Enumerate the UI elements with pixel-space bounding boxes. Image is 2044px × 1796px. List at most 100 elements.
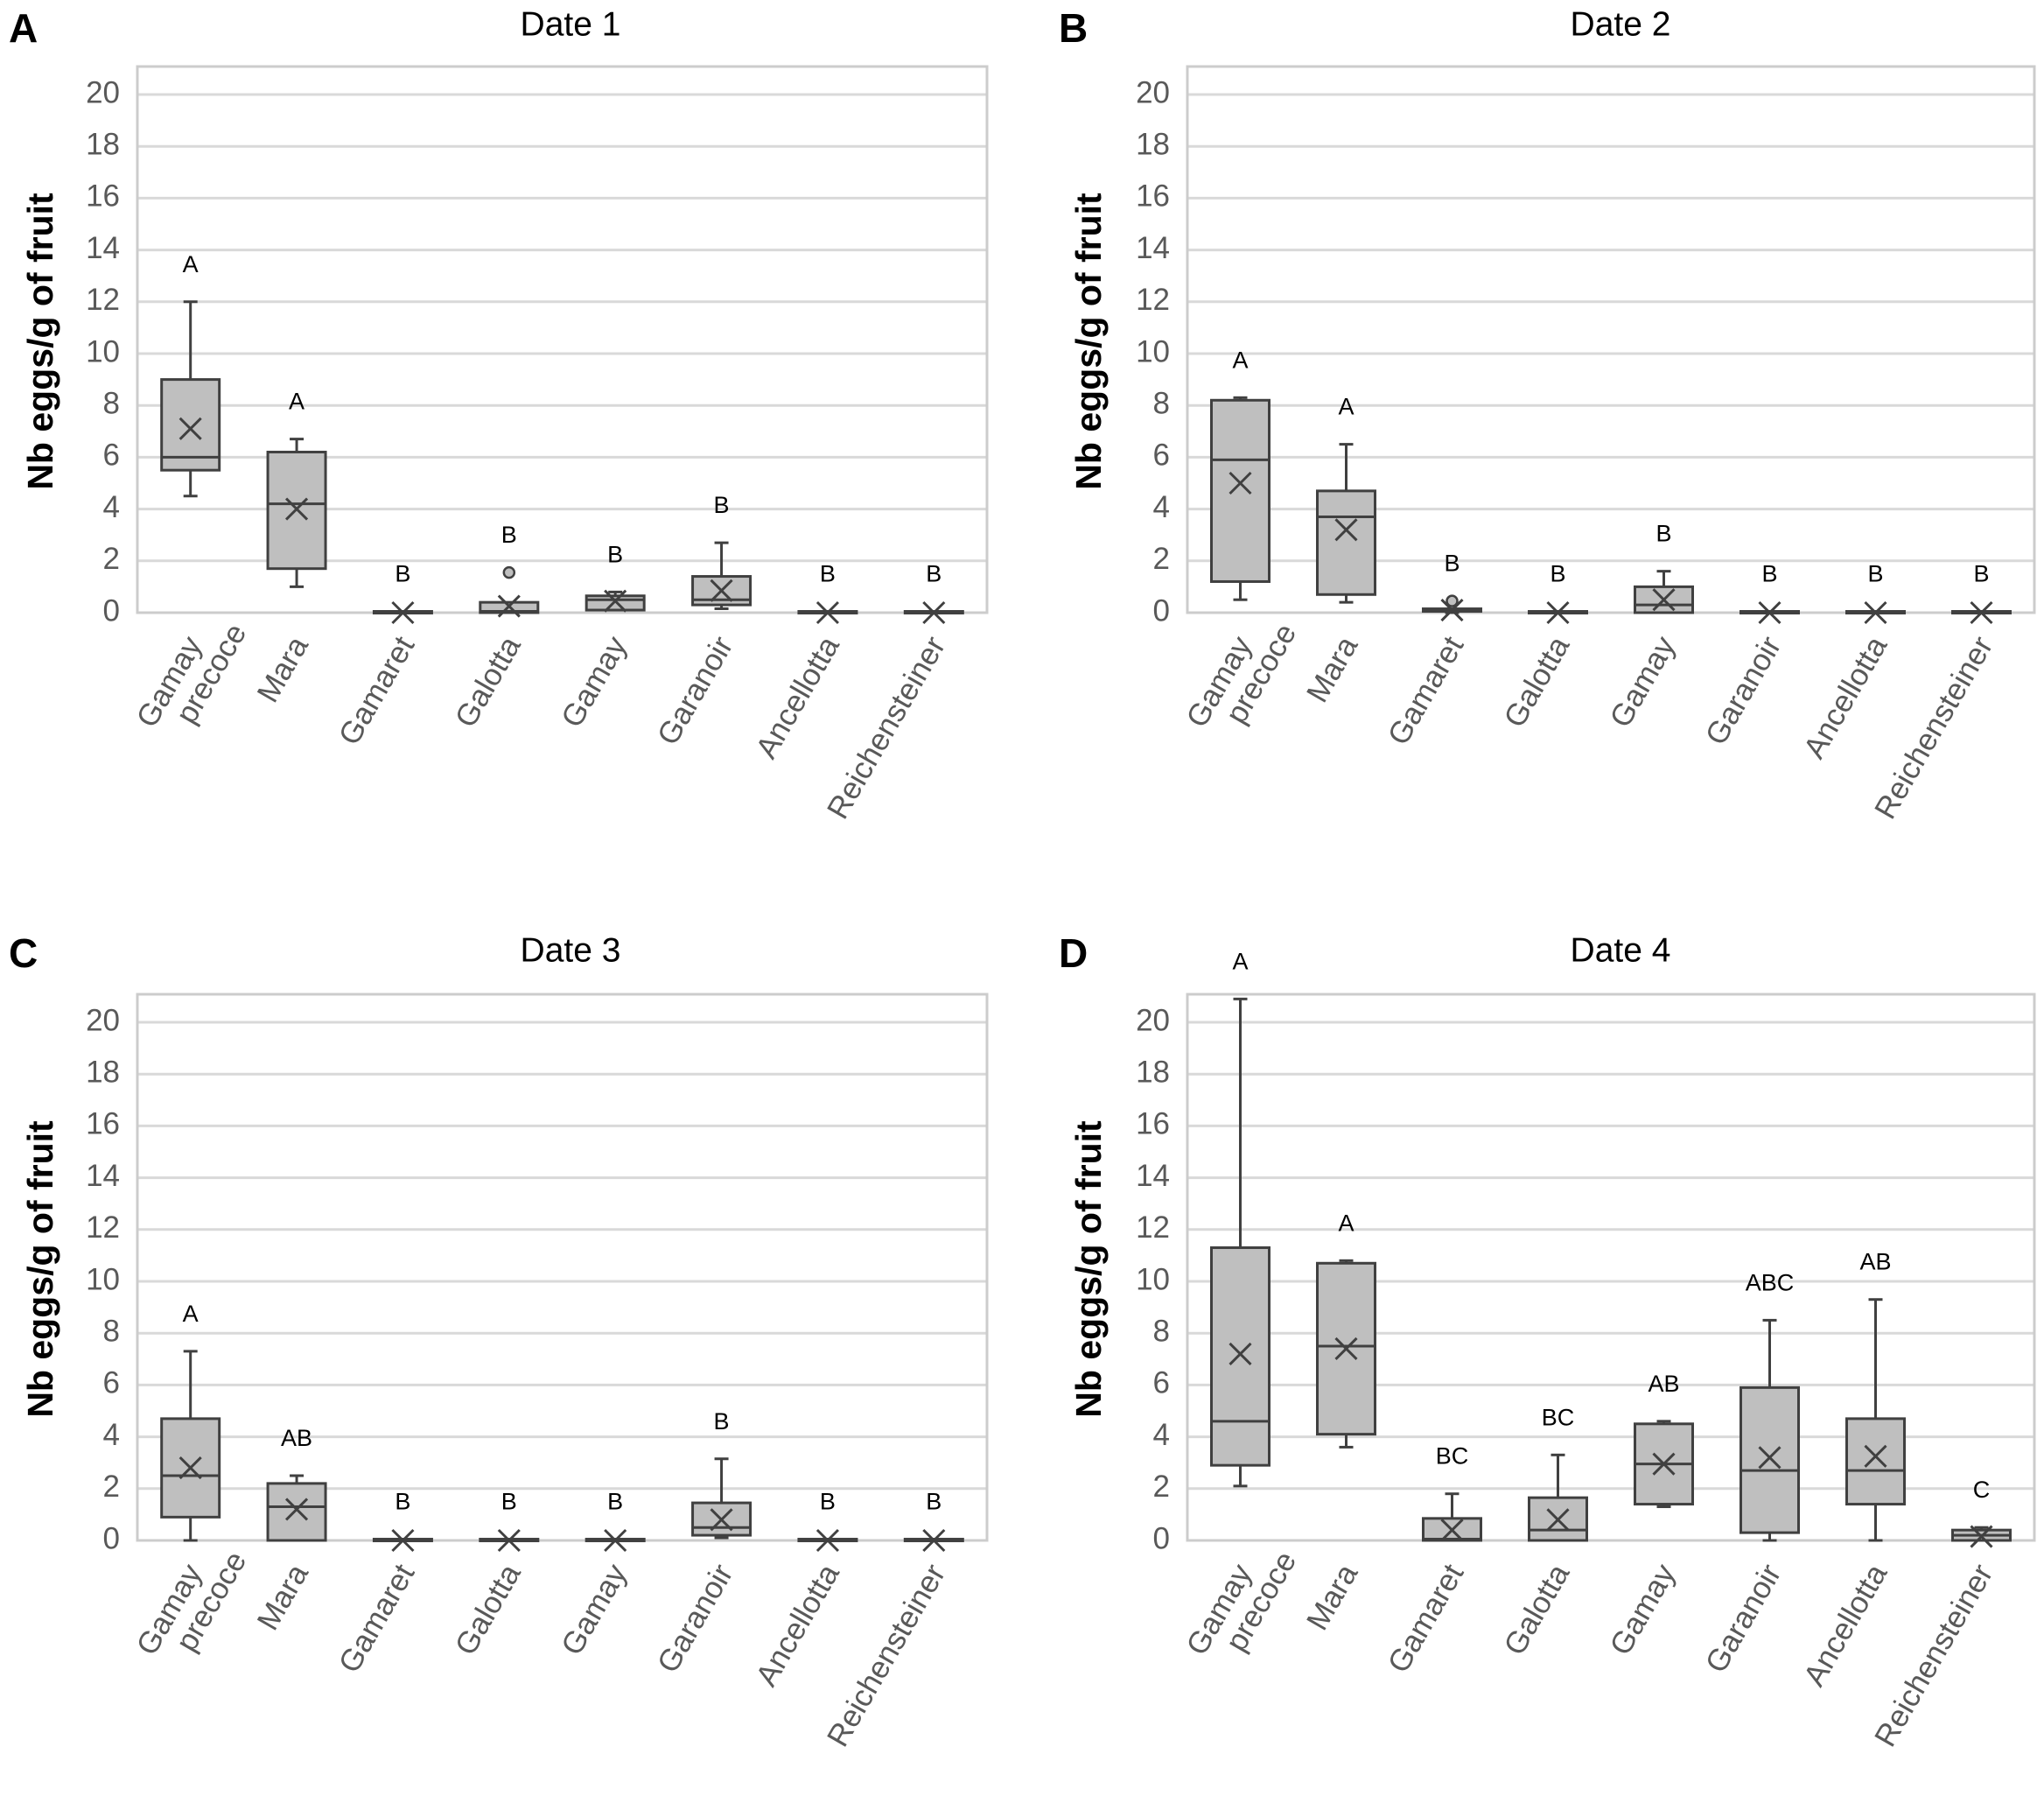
x-tick-label: Gamayprecoce [1180,602,1303,749]
y-tick-label: 2 [1153,542,1170,576]
significance-letter: B [714,492,730,518]
box-iqr [1740,1386,1800,1534]
chart-panel-b: B Date 2 Nb eggs/g of fruit 0 2 4 6 8 10 12 14 16 18… [1059,5,2036,824]
significance-letter: A [183,251,199,277]
box-3: B [1422,551,1482,622]
significance-letter: B [1867,561,1883,587]
mean-marker [497,1528,521,1553]
mean-marker [1970,1525,1993,1548]
mean-marker [1546,600,1570,625]
y-tick-label: 4 [1153,1418,1170,1452]
x-tick-label: Gamaret [1382,630,1471,751]
box-2: A [1316,1210,1376,1449]
box-7: AB [1845,1249,1906,1542]
mean-marker [1334,1336,1358,1361]
box-iqr [584,594,646,612]
plot-frame [1186,65,2036,614]
y-tick-label: 16 [1136,179,1170,214]
mean-marker [1652,1452,1676,1476]
y-tick-label: 4 [1153,490,1170,524]
significance-letter: ABC [1746,1269,1795,1295]
chart-title: Date 1 [521,5,621,43]
significance-letter: B [1550,561,1565,587]
panel-letter: D [1059,930,1088,976]
mean-marker [1970,600,1993,625]
box-iqr [1210,398,1270,583]
y-tick-label: 18 [86,1055,120,1089]
mean-marker [1334,518,1358,542]
box-1: A [1210,347,1270,601]
box-5: B [1634,521,1694,614]
x-tick-label: Gamaret [332,630,422,751]
x-tick-label: Galotta [1497,630,1576,733]
y-tick-label: 18 [1136,1055,1170,1089]
significance-letter: B [820,1489,836,1515]
box-3: B [372,561,433,625]
significance-letter: B [501,1489,517,1515]
x-tick-label-line: Gamaret [332,1558,422,1679]
x-tick-label-line: Gamay [1603,630,1682,733]
y-tick-label: 6 [103,438,120,473]
x-tick-label: Reichensteiner [821,630,953,824]
chart-panel-a: A Date 1 Nb eggs/g of fruit 0 2 4 6 8 10 12 14 16 18… [9,5,989,824]
y-tick-label: 20 [86,1003,120,1037]
mean-marker [497,594,521,618]
plot-frame [136,65,989,614]
x-tick-label-line: Reichensteiner [1868,1558,2000,1752]
mean-marker [391,1528,415,1553]
x-tick-label-line: Garanoir [651,1558,740,1679]
x-tick-label-line: Ancellotta [749,1558,846,1692]
y-tick-label: 2 [103,542,120,576]
significance-letter: B [501,522,517,548]
x-tick-label: Garanoir [651,1558,740,1679]
significance-letter: A [183,1301,199,1327]
significance-letter: B [607,541,623,567]
box-4: B [479,1489,540,1553]
box-6: B [691,492,752,611]
y-tick-label: 0 [1153,1521,1170,1555]
x-tick-label-line: Mara [1300,1558,1365,1636]
box-7: B [797,1489,858,1553]
significance-letter: B [926,1489,942,1515]
y-tick-label: 18 [86,127,120,161]
x-tick-label-line: Galotta [449,1558,528,1661]
x-tick-label-line: Garanoir [651,630,740,751]
mean-marker [816,600,839,625]
y-axis-label: Nb eggs/g of fruit [20,1120,60,1418]
y-tick-label: 12 [86,283,120,317]
significance-letter: A [1232,347,1248,373]
x-tick-label: Reichensteiner [1868,630,2000,824]
x-tick-label-line: Gamaret [1382,630,1471,751]
x-tick-label: Mara [250,630,315,708]
x-tick-label: Gamay [555,630,634,733]
significance-letter: BC [1436,1443,1469,1470]
mean-marker [178,417,202,440]
x-tick-label: Ancellotta [749,1558,846,1692]
box-iqr [1316,489,1376,596]
y-tick-label: 12 [86,1210,120,1245]
x-tick-label: Galotta [449,1558,528,1661]
significance-letter: B [1656,521,1671,547]
box-8: B [903,1489,964,1553]
x-tick-label-line: Garanoir [1699,630,1788,751]
significance-letter: B [395,561,410,587]
mean-marker [816,1528,839,1553]
panel-letter: A [9,5,38,51]
y-tick-label: 14 [86,1159,120,1193]
y-axis-label: Nb eggs/g of fruit [1068,193,1109,490]
outlier-point [502,565,516,579]
box-2: A [266,389,327,588]
significance-letter: C [1973,1477,1991,1503]
y-tick-label: 0 [103,1521,120,1555]
mean-marker [1440,1519,1464,1542]
y-tick-label: 16 [86,1107,120,1141]
y-tick-label: 14 [86,231,120,265]
x-tick-label-line: Reichensteiner [821,630,953,824]
significance-letter: AB [1859,1249,1891,1275]
y-axis-label: Nb eggs/g of fruit [20,193,60,490]
mean-marker [1758,600,1782,625]
y-tick-label: 8 [103,1314,120,1348]
x-tick-label-line: Ancellotta [749,630,846,764]
box-3: BC [1422,1443,1482,1542]
chart-panel-c: C Date 3 Nb eggs/g of fruit 0 2 4 6 8 10 12 14 16 18… [9,930,989,1752]
